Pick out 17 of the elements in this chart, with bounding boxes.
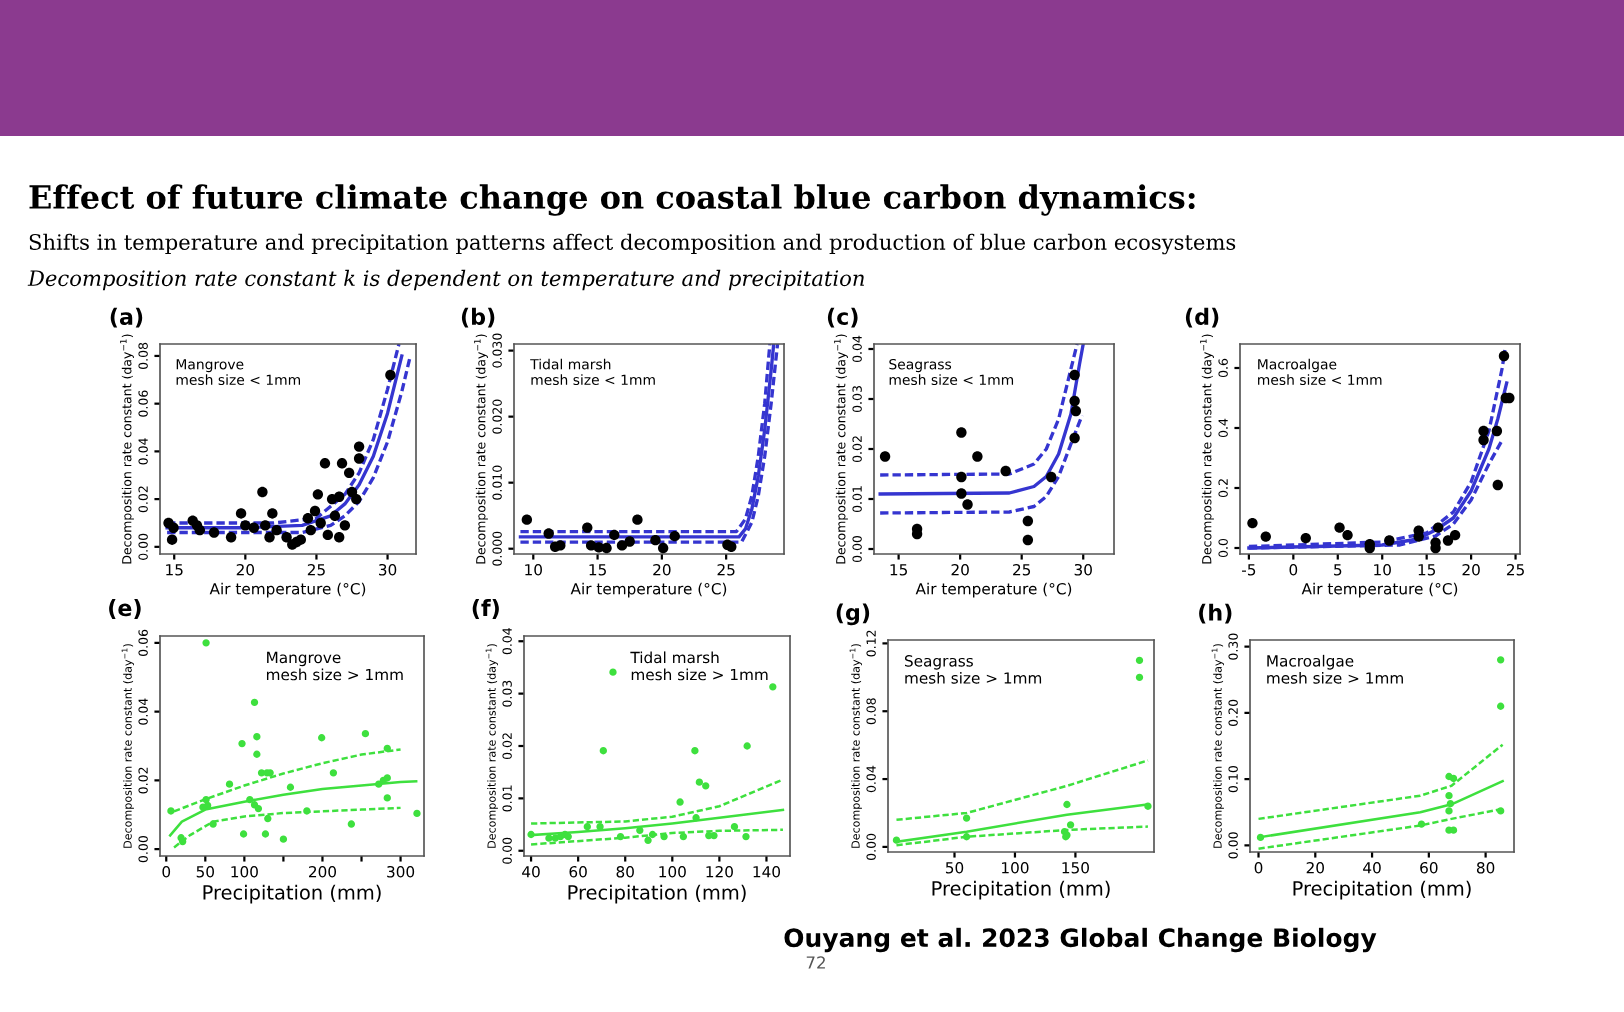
chart-title: (f) (472, 599, 499, 619)
text: Ouyang et al. 2023 Global Change Biology (784, 927, 1377, 953)
chart-title: (e) (109, 599, 141, 619)
text: 72 (806, 956, 825, 969)
chart-title: (a) (110, 307, 143, 328)
text: Decomposition rate constant k is dependent on temperature and precipitation (27, 269, 864, 291)
text: Effect of future climate change on coastal blue carbon dynamics: (29, 184, 1195, 216)
chart-title: (h) (1199, 603, 1232, 624)
x-axis-title: Precipitation (mm) (203, 884, 381, 904)
chart-title: (c) (827, 307, 858, 328)
x-axis-title: Precipitation (mm) (1293, 880, 1471, 900)
x-axis-title: Precipitation (mm) (568, 884, 746, 904)
x-axis-title: Precipitation (mm) (932, 880, 1110, 900)
chart-title: (d) (1185, 307, 1219, 328)
chart-title: (g) (836, 603, 870, 626)
text: Shifts in temperature and precipitation patterns affect decomposition and production of blue carbon ecosystems (29, 233, 1236, 255)
chart-title: (b) (461, 307, 495, 328)
